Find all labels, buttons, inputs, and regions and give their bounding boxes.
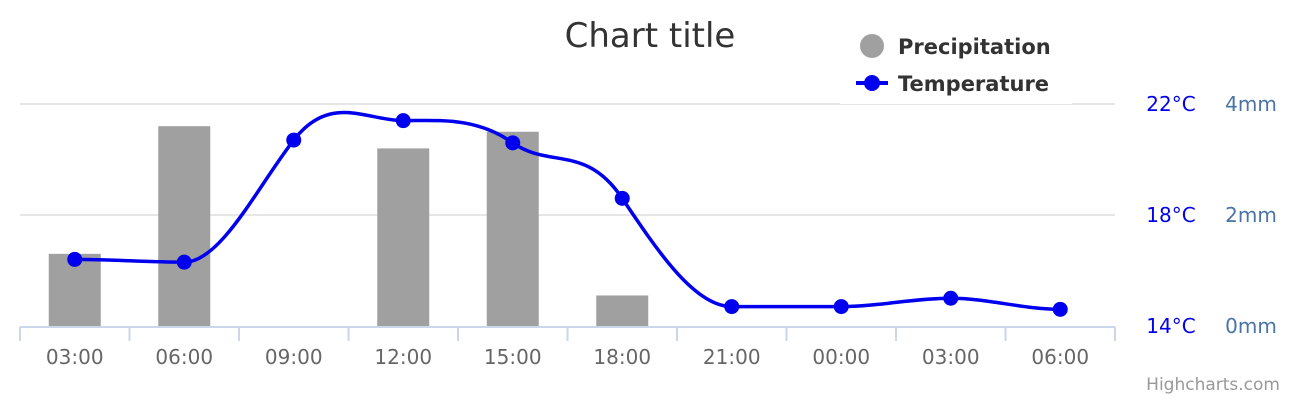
temperature-point[interactable] (1052, 301, 1068, 317)
temperature-point[interactable] (943, 290, 959, 306)
x-tick-label: 06:00 (155, 345, 213, 369)
y-tick-label-temperature: 18°C (1146, 203, 1195, 227)
temperature-point[interactable] (833, 299, 849, 315)
temperature-line-group (67, 110, 1068, 317)
legend-precipitation-label: Precipitation (898, 35, 1051, 59)
temperature-line (74, 110, 1061, 312)
x-tick-label: 03:00 (922, 345, 980, 369)
temperature-point[interactable] (176, 254, 192, 270)
y-tick-label-precipitation: 0mm (1225, 314, 1277, 338)
precipitation-bar[interactable] (377, 148, 430, 326)
x-tick-label: 18:00 (593, 345, 651, 369)
legend[interactable]: Precipitation Temperature (840, 22, 1072, 104)
precipitation-bar[interactable] (486, 131, 539, 326)
precipitation-bar[interactable] (596, 295, 649, 326)
legend-precipitation-symbol (860, 34, 884, 58)
y-tick-label-precipitation: 2mm (1225, 203, 1277, 227)
y-tick-label-temperature: 14°C (1146, 314, 1195, 338)
x-tick-label: 15:00 (484, 345, 542, 369)
x-tick-label: 12:00 (374, 345, 432, 369)
legend-item-temperature[interactable]: Temperature (856, 72, 1049, 96)
temperature-point[interactable] (395, 113, 411, 129)
legend-temperature-label: Temperature (898, 72, 1049, 96)
temperature-point[interactable] (286, 132, 302, 148)
legend-item-precipitation[interactable]: Precipitation (860, 34, 1051, 59)
temperature-point[interactable] (724, 299, 740, 315)
y-tick-label-precipitation: 4mm (1225, 92, 1277, 116)
temperature-point[interactable] (614, 190, 630, 206)
legend-temperature-symbol (864, 75, 880, 91)
credits-link[interactable]: Highcharts.com (1146, 375, 1280, 395)
x-tick-label: 21:00 (703, 345, 761, 369)
chart-title: Chart title (565, 16, 736, 56)
precipitation-bar[interactable] (158, 126, 211, 326)
temperature-point[interactable] (67, 251, 83, 267)
x-tick-label: 06:00 (1031, 345, 1089, 369)
y-axes: 14°C 18°C 22°C 0mm 2mm 4mm (1146, 92, 1277, 338)
precipitation-bars (48, 126, 649, 326)
x-axis: 03:00 06:00 09:00 12:00 15:00 18:00 21:00 00:00… (19, 326, 1116, 369)
x-tick-label: 03:00 (46, 345, 104, 369)
x-tick-label: 09:00 (265, 345, 323, 369)
x-tick-label: 00:00 (812, 345, 870, 369)
temperature-point[interactable] (505, 135, 521, 151)
legend-background (840, 22, 1072, 104)
y-tick-label-temperature: 22°C (1146, 92, 1195, 116)
